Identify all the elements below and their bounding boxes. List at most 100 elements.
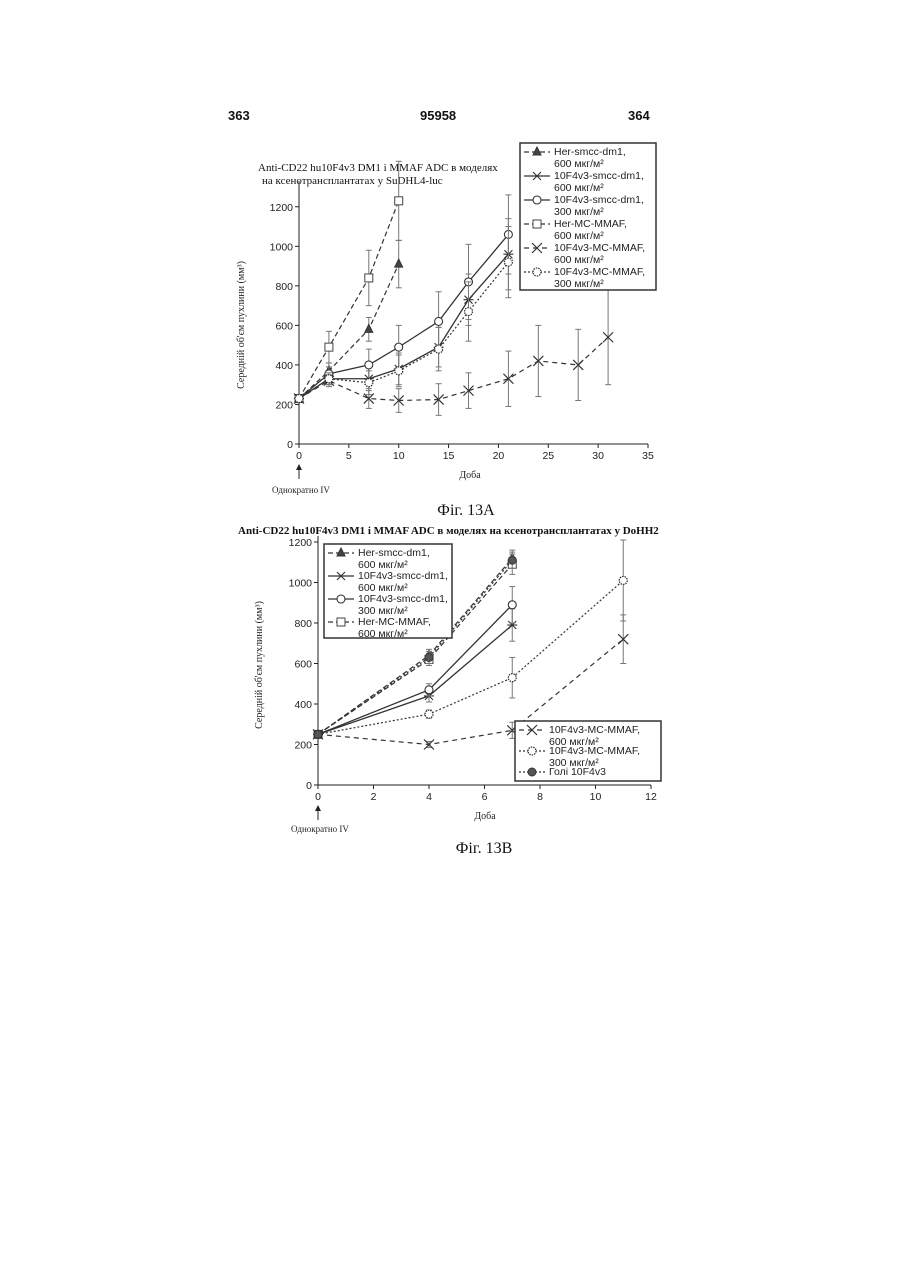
- fig-a-x-tick-label: 10: [393, 450, 405, 462]
- fig-b-y-tick-label: 400: [294, 699, 312, 711]
- fig-a-title-line2: на ксенотрансплантатах у SuDHL4-luc: [262, 175, 443, 187]
- fig-b-x-tick-label: 12: [645, 791, 657, 803]
- fig-a-y-tick-label: 800: [275, 281, 293, 293]
- fig-a-caption: Фіг. 13А: [437, 502, 495, 519]
- fig-b-y-tick-label: 800: [294, 618, 312, 630]
- fig-a-y-tick-label: 1200: [270, 202, 294, 214]
- fig-b-series-line: [318, 625, 512, 734]
- fig-a-y-tick-label: 600: [275, 320, 293, 332]
- fig-a-series-3: [295, 161, 403, 402]
- fig-a-data-point: [365, 379, 373, 387]
- fig-b-data-point: [508, 601, 516, 609]
- fig-b-data-point: [619, 576, 627, 584]
- fig-b-legend-top-entry-dose: 600 мкг/м²: [358, 628, 408, 640]
- fig-a-y-tick-label: 400: [275, 360, 293, 372]
- fig-a-data-point: [395, 367, 403, 375]
- fig-b-legend-top-entry-label: Her-MC-MMAF,: [358, 616, 431, 628]
- fig-a-y-tick-label: 200: [275, 399, 293, 411]
- fig-a-data-point: [435, 345, 443, 353]
- fig-b-x-tick-label: 6: [482, 791, 488, 803]
- fig-a-legend-entry-label: 10F4v3-smcc-dm1,: [554, 170, 644, 182]
- fig-b-data-point: [508, 674, 516, 682]
- fig-a-x-tick-label: 25: [542, 450, 554, 462]
- fig-a-xlabel: Доба: [459, 470, 481, 481]
- fig-a-legend-entry-dose: 300 мкг/м²: [554, 278, 604, 290]
- fig-a-x-tick-label: 5: [346, 450, 352, 462]
- fig-a-data-point: [325, 375, 333, 383]
- fig-b-dose-arrowhead: [315, 805, 321, 811]
- fig-a-data-point: [435, 317, 443, 325]
- fig-b-y-tick-label: 1000: [289, 578, 313, 590]
- fig-a-data-point: [395, 343, 403, 351]
- fig-a-data-point: [504, 258, 512, 266]
- fig-a-legend-entry-label: 10F4v3-MC-MMAF,: [554, 266, 645, 278]
- fig-b-x-tick-label: 4: [426, 791, 432, 803]
- fig-a-legend-swatch-marker: [533, 196, 541, 204]
- fig-a-legend: Her-smcc-dm1,600 мкг/м²10F4v3-smcc-dm1,6…: [520, 143, 656, 290]
- fig-a-data-point: [395, 259, 403, 267]
- fig-b-legend-top-swatch-marker: [337, 595, 345, 603]
- fig-a-x-tick-label: 30: [592, 450, 604, 462]
- fig-a-series-5: [295, 227, 512, 403]
- fig-b-dose-note: Однократно IV: [291, 824, 349, 834]
- fig-a-data-point: [465, 308, 473, 316]
- fig-a-dose-arrowhead: [296, 464, 302, 470]
- fig-b-data-point: [425, 653, 433, 661]
- fig-a-legend-entry-label: Her-MC-MMAF,: [554, 218, 627, 230]
- fig-a-data-point: [365, 274, 373, 282]
- fig-a-x-tick-label: 35: [642, 450, 654, 462]
- fig-b-legend-top-entry-label: 10F4v3-smcc-dm1,: [358, 570, 448, 582]
- fig-a-legend-entry-dose: 600 мкг/м²: [554, 230, 604, 242]
- fig-a-series-4: [294, 290, 613, 416]
- fig-a-x-tick-label: 15: [443, 450, 455, 462]
- fig-b-legend-bottom-entry-label: 10F4v3-MC-MMAF,: [549, 724, 640, 736]
- fig-a-legend-entry-dose: 600 мкг/м²: [554, 182, 604, 194]
- fig-b-data-point: [314, 730, 322, 738]
- fig-b-xlabel: Доба: [474, 811, 496, 822]
- fig-b-y-tick-label: 1200: [289, 537, 313, 549]
- fig-a-data-point: [365, 361, 373, 369]
- fig-a-series-2: [295, 195, 512, 403]
- fig-b-data-point: [508, 556, 516, 564]
- fig-a-legend-entry-dose: 300 мкг/м²: [554, 206, 604, 218]
- fig-b-legend-top-swatch-marker: [337, 618, 345, 626]
- fig-a-y-tick-label: 0: [287, 439, 293, 451]
- fig-a-legend-entry-dose: 600 мкг/м²: [554, 158, 604, 170]
- fig-a-legend-swatch-marker: [533, 268, 541, 276]
- fig-b-caption: Фіг. 13В: [456, 840, 513, 857]
- fig-b-y-tick-label: 0: [306, 780, 312, 792]
- fig-a-x-tick-label: 20: [493, 450, 505, 462]
- fig-b-legend-bottom-entry-label: Голі 10F4v3: [549, 766, 606, 778]
- fig-b-legend-top-entry-label: Her-smcc-dm1,: [358, 547, 430, 559]
- fig-b-x-tick-label: 2: [371, 791, 377, 803]
- fig-a-legend-entry-label: 10F4v3-smcc-dm1,: [554, 194, 644, 206]
- fig-b-x-tick-label: 0: [315, 791, 321, 803]
- fig-b-x-tick-label: 8: [537, 791, 543, 803]
- fig-b-legend-bottom-entry-label: 10F4v3-MC-MMAF,: [549, 745, 640, 757]
- fig-a-x-tick-label: 0: [296, 450, 302, 462]
- fig-a-data-point: [295, 395, 303, 403]
- fig-b-legend-bottom: 10F4v3-MC-MMAF,600 мкг/м²10F4v3-MC-MMAF,…: [515, 721, 661, 781]
- fig-b-y-tick-label: 200: [294, 740, 312, 752]
- fig-a-data-point: [365, 324, 373, 332]
- fig-a-data-point: [395, 197, 403, 205]
- fig-a-y-tick-label: 1000: [270, 241, 294, 253]
- fig-b-legend-bottom-swatch-marker: [528, 768, 536, 776]
- fig-a-title-line1: Anti-CD22 hu10F4v3 DM1 і MMAF ADC в моде…: [258, 162, 498, 174]
- fig-a-legend-entry-dose: 600 мкг/м²: [554, 254, 604, 266]
- fig-a-legend-swatch-marker: [533, 220, 541, 228]
- fig-b-ylabel: Середній об'єм пухлини (мм³): [254, 601, 265, 729]
- fig-b-x-tick-label: 10: [590, 791, 602, 803]
- fig-b-legend-top-entry-label: 10F4v3-smcc-dm1,: [358, 593, 448, 605]
- fig-b-data-point: [425, 686, 433, 694]
- fig-a-series-line: [299, 337, 608, 400]
- fig-b-data-point: [425, 710, 433, 718]
- fig-a-legend-entry-label: Her-smcc-dm1,: [554, 146, 626, 158]
- fig-b-legend-bottom-swatch-marker: [528, 747, 536, 755]
- fig-a-ylabel: Середній об'єм пухлини (мм³): [236, 261, 247, 389]
- fig-b-legend-top: Her-smcc-dm1,600 мкг/м²10F4v3-smcc-dm1,6…: [324, 544, 452, 640]
- fig-a-legend-entry-label: 10F4v3-MC-MMAF,: [554, 242, 645, 254]
- fig-a-data-point: [325, 343, 333, 351]
- fig-b-title: Anti-CD22 hu10F4v3 DM1 і MMAF ADC в моде…: [238, 525, 659, 537]
